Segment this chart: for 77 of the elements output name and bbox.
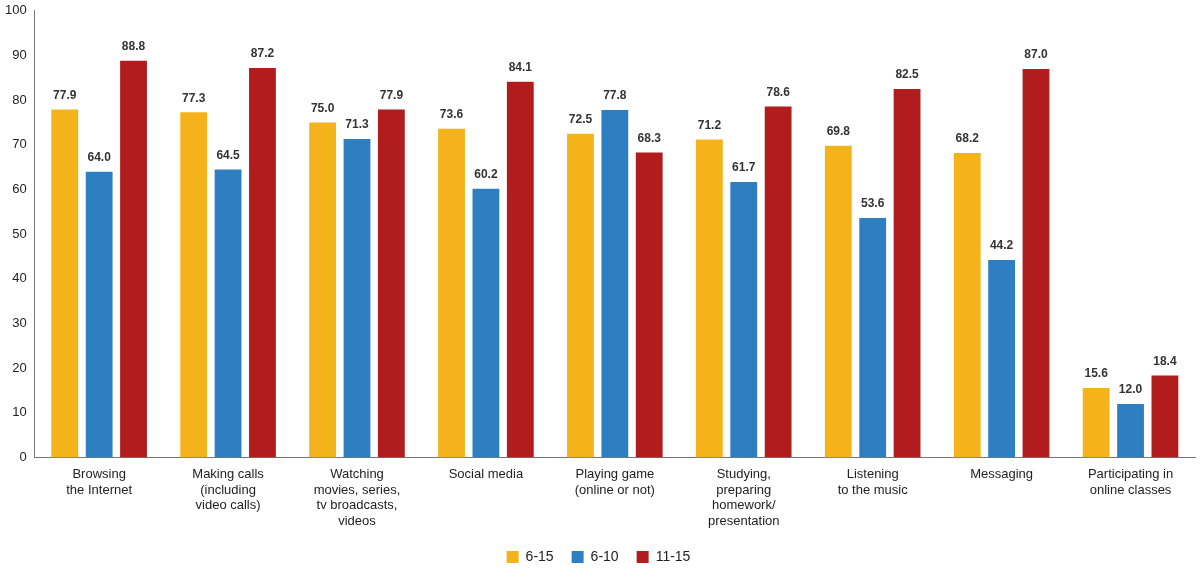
- y-tick-label: 90: [12, 47, 27, 63]
- bar: [85, 171, 113, 458]
- data-label: 12.0: [1118, 382, 1143, 397]
- data-label: 71.2: [697, 117, 722, 132]
- data-label: 77.9: [379, 87, 404, 102]
- data-label: 15.6: [1084, 366, 1109, 381]
- bar: [567, 133, 594, 458]
- bar: [695, 139, 723, 458]
- bar: [438, 128, 465, 458]
- bar: [506, 81, 534, 458]
- data-label: 72.5: [568, 111, 593, 126]
- x-tick-label: Listening to the music: [837, 465, 909, 497]
- bar: [764, 106, 792, 458]
- bar: [472, 188, 500, 458]
- data-label: 77.9: [53, 87, 77, 102]
- data-label: 64.0: [87, 149, 112, 164]
- data-label: 71.3: [345, 117, 369, 132]
- bar: [730, 181, 758, 458]
- data-label: 61.7: [732, 160, 756, 175]
- data-label: 75.0: [310, 100, 335, 115]
- x-tick-label: Social media: [448, 465, 524, 481]
- x-tick-label: Playing game (online or not): [574, 465, 655, 497]
- data-label: 53.6: [861, 196, 885, 211]
- data-label: 84.1: [508, 60, 533, 75]
- data-label: 64.5: [216, 147, 241, 162]
- y-tick-label: 50: [12, 225, 27, 241]
- bar: [859, 218, 887, 458]
- data-label: 68.3: [637, 130, 662, 145]
- bar: [1117, 403, 1144, 458]
- bar: [309, 122, 337, 458]
- bar: [601, 109, 629, 458]
- x-tick-label: Browsing the Internet: [66, 465, 133, 497]
- bar: [180, 112, 208, 458]
- legend-label: 6-10: [590, 547, 619, 564]
- bar: [214, 169, 242, 458]
- bar: [1151, 375, 1179, 458]
- y-tick-label: 40: [12, 270, 27, 286]
- data-label: 87.2: [250, 46, 275, 61]
- data-label: 18.4: [1153, 353, 1177, 368]
- bar: [120, 60, 147, 458]
- y-tick-label: 60: [12, 181, 27, 197]
- bar: [893, 88, 921, 458]
- y-tick-label: 0: [19, 449, 27, 465]
- bar: [249, 67, 276, 458]
- bar: [51, 109, 79, 458]
- data-label: 82.5: [895, 67, 920, 82]
- y-tick-label: 100: [4, 2, 27, 18]
- y-tick-label: 80: [12, 91, 27, 107]
- y-tick-label: 70: [12, 136, 27, 152]
- bar: [824, 145, 852, 458]
- y-tick-label: 30: [12, 315, 27, 331]
- data-label: 77.3: [182, 90, 206, 105]
- bar: [1082, 387, 1110, 458]
- data-label: 78.6: [766, 84, 791, 99]
- x-tick-label: Messaging: [970, 465, 1034, 481]
- data-label: 68.2: [955, 131, 980, 146]
- bar: [635, 152, 663, 458]
- legend-label: 6-15: [525, 547, 554, 564]
- legend-label: 11-15: [655, 547, 691, 564]
- bar: [988, 260, 1016, 458]
- x-tick-label: Participating in online classes: [1087, 465, 1174, 497]
- x-tick-label: Watching movies, series, tv broadcasts, videos: [313, 465, 401, 528]
- data-label: 88.8: [121, 39, 146, 54]
- data-label: 69.8: [826, 124, 851, 139]
- y-tick-label: 20: [12, 359, 27, 375]
- data-label: 77.8: [603, 88, 627, 103]
- x-tick-label: Making calls (including video calls): [192, 465, 265, 513]
- bar: [377, 109, 405, 458]
- data-label: 87.0: [1024, 47, 1048, 62]
- bar: [953, 152, 981, 458]
- bar: [1022, 68, 1050, 458]
- bar: [343, 139, 371, 458]
- x-tick-label: Studying, preparing homework/ presentation: [707, 465, 780, 528]
- data-label: 44.2: [989, 238, 1014, 253]
- data-label: 73.6: [439, 107, 464, 122]
- data-label: 60.2: [474, 166, 498, 181]
- y-tick-label: 10: [12, 404, 27, 420]
